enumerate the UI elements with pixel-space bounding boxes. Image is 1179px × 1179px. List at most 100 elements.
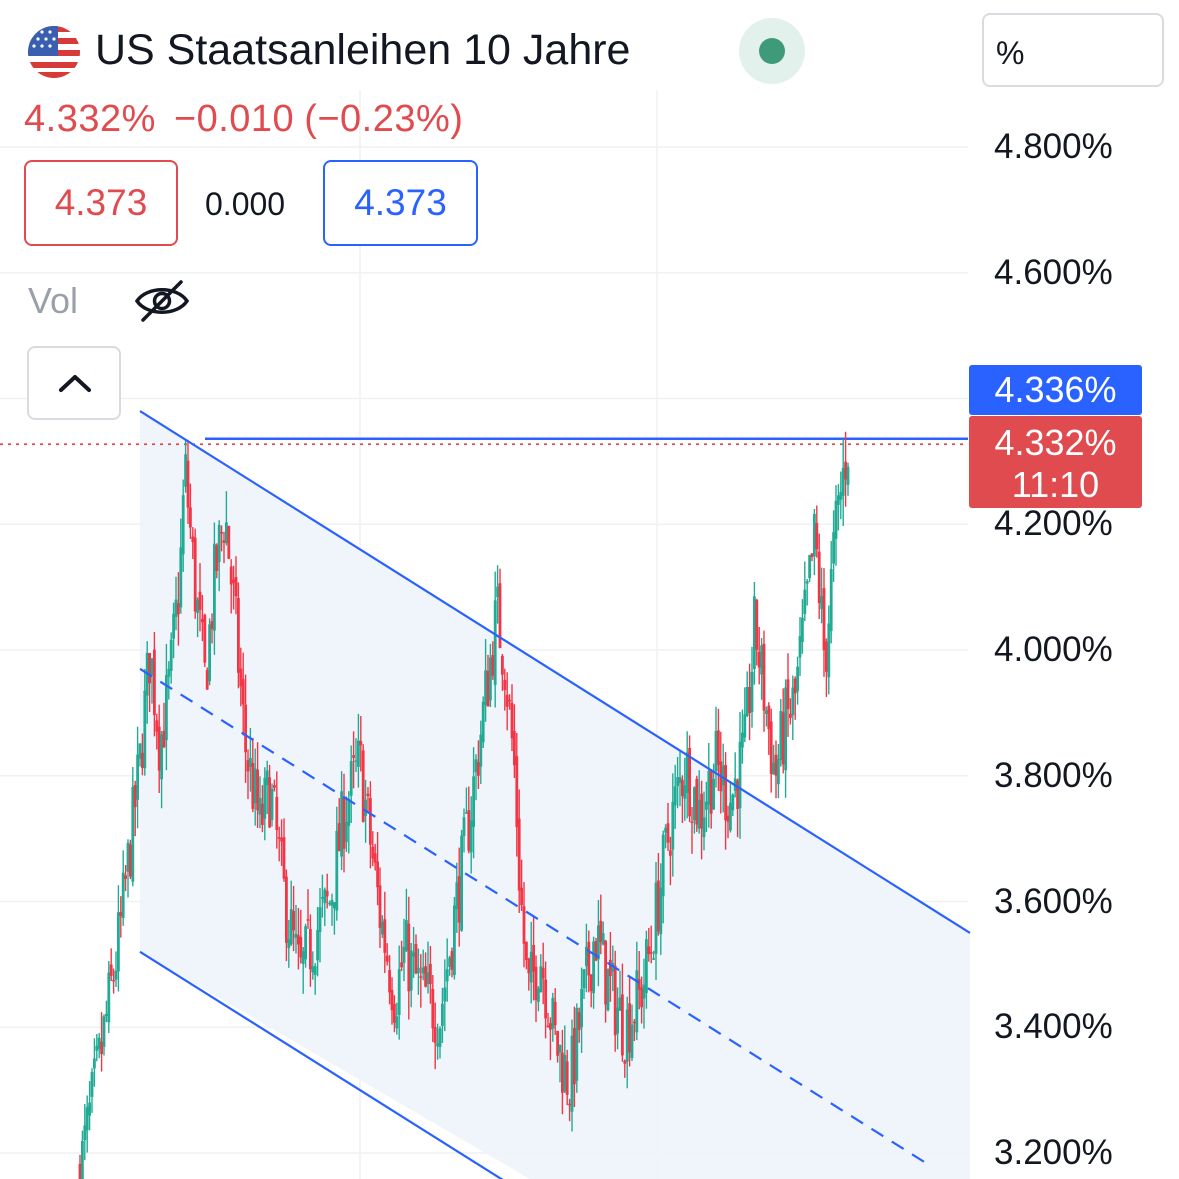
candle (239, 647, 243, 707)
candle (633, 1018, 636, 1042)
channel-fill (140, 411, 970, 1179)
symbol-title[interactable]: US Staatsanleihen 10 Jahre (95, 26, 631, 74)
candle (820, 567, 823, 624)
channel-upper-line[interactable] (139, 410, 971, 934)
candle (829, 541, 833, 644)
candle (532, 916, 535, 1001)
candle (198, 563, 202, 632)
candle (659, 863, 663, 955)
candle (695, 775, 699, 832)
candle (359, 716, 363, 772)
candle (414, 934, 418, 975)
candle (453, 896, 456, 980)
candle (438, 1026, 442, 1059)
candle (834, 485, 838, 566)
candle (546, 1012, 550, 1028)
channel-lower-line[interactable] (139, 950, 530, 1179)
price-axis-label: 4.800% (994, 127, 1113, 166)
candle (558, 1044, 562, 1083)
candle (352, 731, 355, 789)
candle (585, 923, 588, 993)
candle (294, 904, 298, 954)
candle (609, 931, 612, 1002)
candle (568, 1098, 571, 1122)
candle (160, 730, 163, 809)
market-status[interactable] (739, 18, 805, 84)
candle (131, 766, 135, 887)
candle (83, 1103, 87, 1161)
candle (705, 781, 708, 833)
candle (654, 861, 658, 981)
buy-button[interactable]: 4.373 (323, 160, 478, 246)
candle (786, 653, 790, 737)
candle (630, 1004, 634, 1061)
candle (505, 672, 509, 731)
last-price-tag-value: 4.332% (994, 422, 1117, 463)
candle (455, 862, 459, 933)
candle (803, 561, 807, 622)
candle (520, 859, 523, 911)
candle (215, 543, 219, 579)
candle (347, 791, 351, 854)
candle (100, 1012, 103, 1072)
candle (726, 805, 730, 839)
candle (102, 1014, 106, 1056)
candle (628, 975, 631, 1067)
line-price-tag: 4.336% (969, 365, 1142, 415)
candle (189, 483, 192, 539)
candle (750, 646, 754, 728)
price-change: −0.010 (173, 98, 295, 140)
price-axis-label: 3.200% (994, 1133, 1113, 1172)
candle (801, 599, 804, 654)
candle (210, 613, 214, 644)
candle (527, 957, 531, 991)
candle (772, 744, 775, 775)
candle (525, 941, 528, 970)
candle (196, 597, 199, 638)
candle (841, 439, 845, 526)
candle (184, 439, 187, 493)
candle (556, 1030, 559, 1063)
candle (340, 771, 343, 871)
candle (246, 749, 250, 800)
candle (405, 888, 408, 952)
candle (690, 807, 694, 854)
candle (321, 874, 324, 918)
candle (469, 796, 473, 874)
candle (292, 885, 295, 952)
candle (618, 970, 622, 1012)
candle (138, 743, 142, 767)
candle (681, 775, 684, 823)
candle (366, 787, 370, 814)
candle (349, 745, 353, 823)
price-axis-label: 3.600% (994, 881, 1113, 921)
candle (599, 894, 603, 955)
candle (167, 661, 171, 700)
candle (426, 941, 430, 994)
candle (263, 767, 267, 841)
candle (162, 702, 166, 749)
collapse-button[interactable] (27, 346, 121, 420)
candle (844, 431, 847, 507)
candle (832, 510, 835, 582)
candle (299, 909, 303, 964)
spread-value: 0.000 (205, 186, 286, 222)
channel-median-line[interactable] (139, 667, 931, 1167)
candle (251, 737, 255, 813)
candle (481, 696, 485, 749)
unit-button[interactable]: % (982, 13, 1164, 87)
candle (736, 778, 739, 838)
candle (762, 630, 766, 732)
eye-off-icon[interactable] (133, 278, 191, 324)
candle (172, 602, 175, 659)
candle (244, 674, 247, 783)
candle (225, 491, 228, 546)
candle (798, 617, 802, 677)
candle (647, 927, 651, 962)
candle (400, 940, 403, 972)
candle (121, 850, 125, 926)
candle (433, 1002, 437, 1070)
sell-button[interactable]: 4.373 (24, 160, 178, 246)
candle (825, 638, 828, 697)
